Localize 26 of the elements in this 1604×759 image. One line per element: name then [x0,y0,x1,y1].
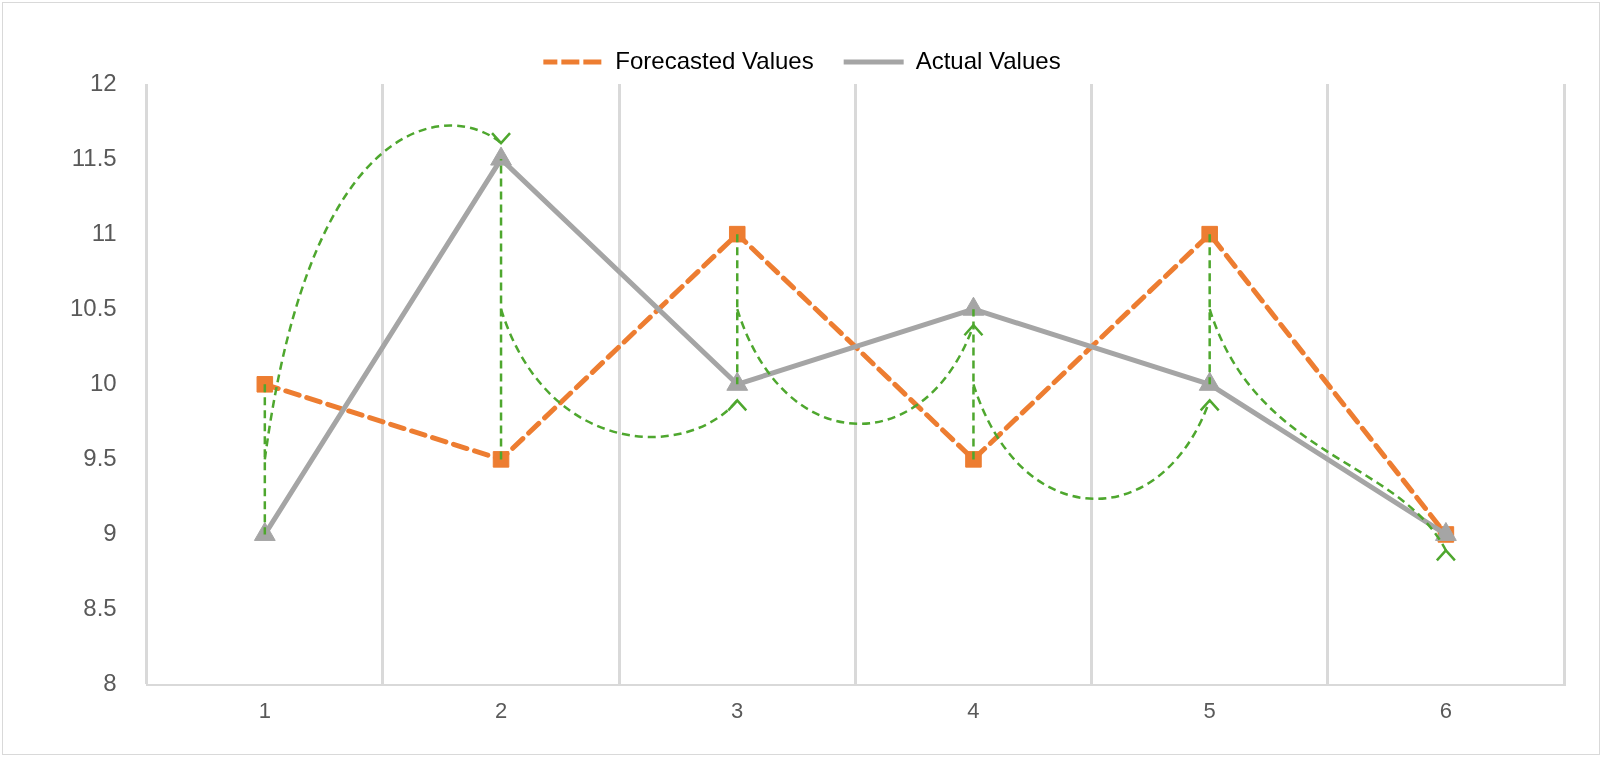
y-tick-label: 9 [103,519,117,547]
y-tick-label: 8.5 [83,594,117,622]
point [256,376,274,393]
y-tick-label: 12 [90,68,117,96]
point [1201,225,1218,243]
y-tick-label: 11 [91,218,117,246]
point [1435,521,1457,541]
y-tick-label: 9.5 [83,444,117,471]
x-tick-label: 3 [731,697,744,723]
point [728,225,746,243]
point [490,146,512,166]
y-tick-label: 10 [90,368,117,396]
point [726,371,749,391]
x-tick-label: 2 [494,697,508,723]
x-tick-label: 1 [258,697,271,723]
point [492,451,510,468]
x-tick-label: 6 [1439,697,1453,723]
y-tick-label: 10.5 [69,293,117,321]
y-tick-label: 8 [103,669,117,697]
legend-label: Actual Values [915,46,1061,74]
point [253,521,276,541]
x-tick-label: 5 [1203,697,1216,723]
y-tick-label: 11.5 [71,143,117,171]
x-tick-label: 4 [967,697,980,723]
legend-label: Forecasted Values [615,46,814,74]
point [962,296,985,316]
